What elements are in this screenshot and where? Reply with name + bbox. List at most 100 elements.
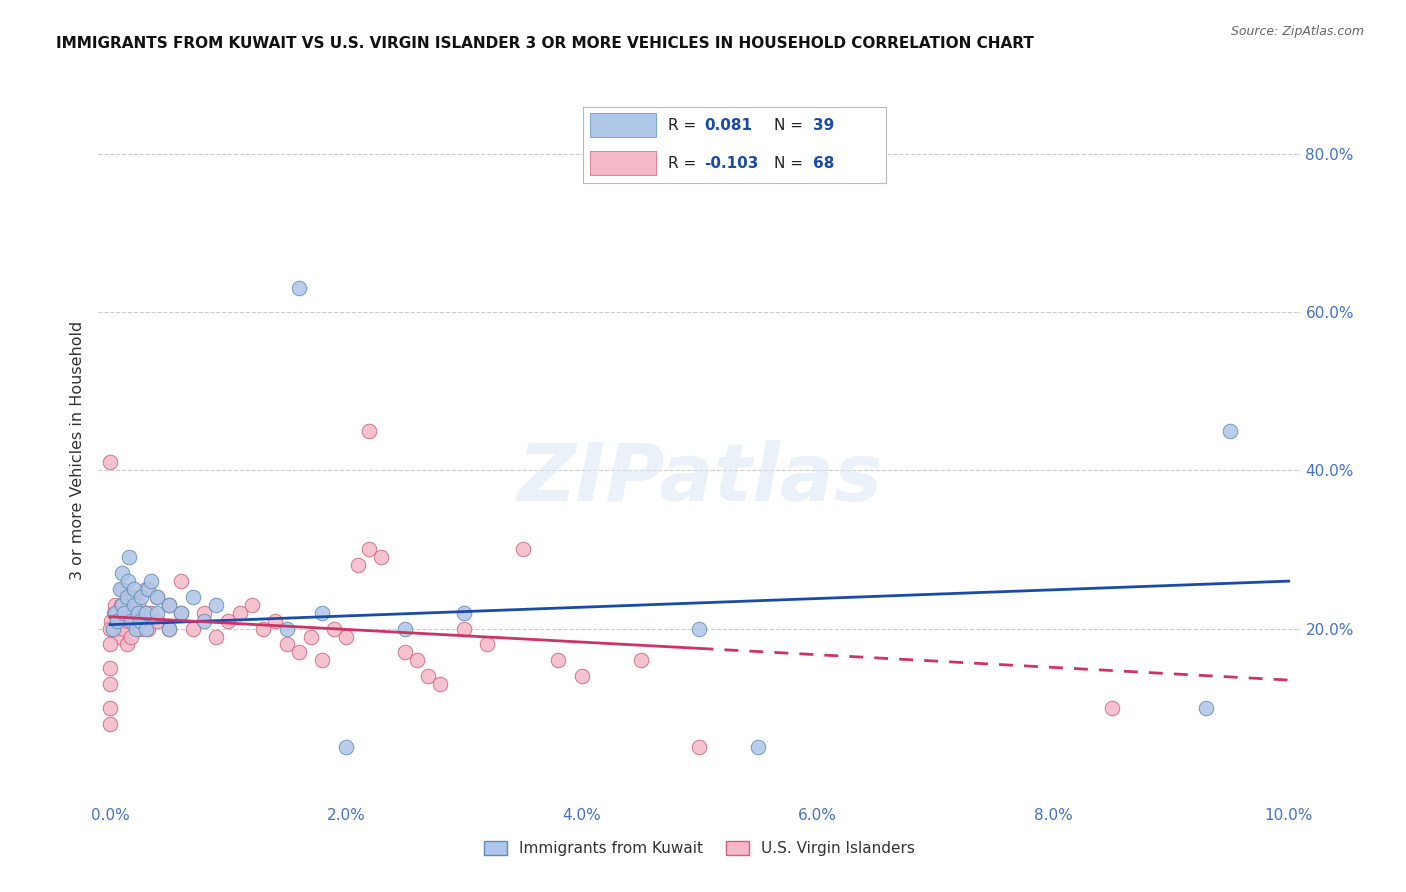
Point [512, 542, 534, 557]
Point [110, 598, 132, 612]
Point [122, 590, 145, 604]
Point [104, 598, 127, 612]
Text: R =: R = [668, 155, 702, 170]
Point [98, 700, 121, 714]
Point [1101, 700, 1123, 714]
Point [112, 622, 135, 636]
Text: Source: ZipAtlas.com: Source: ZipAtlas.com [1230, 25, 1364, 38]
Point [100, 614, 122, 628]
Point [115, 590, 138, 604]
Point [136, 622, 159, 636]
Point [107, 614, 129, 628]
Point [128, 622, 150, 636]
Point [115, 637, 138, 651]
Text: N =: N = [773, 155, 808, 170]
Point [105, 622, 128, 636]
Point [335, 630, 357, 644]
Point [193, 606, 215, 620]
Point [240, 598, 263, 612]
Point [229, 606, 252, 620]
Point [128, 606, 150, 620]
Point [477, 637, 499, 651]
Point [129, 590, 152, 604]
Point [394, 645, 416, 659]
Point [122, 598, 145, 612]
Point [125, 614, 148, 628]
Bar [589, 151, 657, 175]
Bar [589, 113, 657, 137]
Point [128, 598, 150, 612]
Point [141, 606, 163, 620]
Point [276, 622, 298, 636]
Point [117, 614, 139, 628]
Point [311, 606, 333, 620]
Point [118, 598, 141, 612]
Point [105, 614, 128, 628]
Text: 68: 68 [813, 155, 835, 170]
Point [1219, 424, 1241, 438]
Point [359, 542, 381, 557]
Point [122, 606, 145, 620]
Point [688, 622, 710, 636]
Point [571, 669, 593, 683]
Point [630, 653, 652, 667]
Point [252, 622, 274, 636]
Point [276, 637, 298, 651]
Point [146, 606, 169, 620]
Point [157, 622, 180, 636]
Point [453, 606, 475, 620]
Point [394, 622, 416, 636]
Point [135, 606, 157, 620]
Point [141, 574, 163, 588]
Point [547, 653, 569, 667]
Point [118, 550, 141, 565]
Point [120, 630, 142, 644]
Point [311, 653, 333, 667]
Point [98, 661, 121, 675]
Point [157, 598, 180, 612]
Point [146, 590, 169, 604]
Point [101, 622, 124, 636]
Text: 0.081: 0.081 [704, 118, 752, 133]
Point [335, 740, 357, 755]
Point [135, 582, 157, 596]
Point [157, 598, 180, 612]
Point [217, 614, 239, 628]
Point [125, 622, 148, 636]
Point [193, 614, 215, 628]
Point [112, 606, 135, 620]
Point [170, 574, 193, 588]
Point [120, 614, 142, 628]
Point [205, 598, 228, 612]
Point [111, 566, 134, 581]
Point [405, 653, 427, 667]
Point [111, 606, 134, 620]
Text: -0.103: -0.103 [704, 155, 759, 170]
Point [453, 622, 475, 636]
Text: ZIPatlas: ZIPatlas [517, 440, 882, 517]
Point [181, 590, 204, 604]
Point [128, 614, 150, 628]
Text: N =: N = [773, 118, 808, 133]
Point [104, 606, 127, 620]
Point [359, 424, 381, 438]
Point [323, 622, 346, 636]
Y-axis label: 3 or more Vehicles in Household: 3 or more Vehicles in Household [70, 321, 86, 580]
Point [157, 622, 180, 636]
Point [205, 630, 228, 644]
Text: R =: R = [668, 118, 702, 133]
Point [181, 622, 204, 636]
Text: 39: 39 [813, 118, 835, 133]
Point [170, 606, 193, 620]
Point [108, 630, 131, 644]
Point [429, 677, 451, 691]
Point [370, 550, 392, 565]
Point [170, 606, 193, 620]
Point [346, 558, 368, 573]
Point [418, 669, 440, 683]
Text: IMMIGRANTS FROM KUWAIT VS U.S. VIRGIN ISLANDER 3 OR MORE VEHICLES IN HOUSEHOLD C: IMMIGRANTS FROM KUWAIT VS U.S. VIRGIN IS… [56, 36, 1035, 51]
Point [108, 582, 131, 596]
Point [688, 740, 710, 755]
Point [98, 637, 121, 651]
Point [287, 281, 309, 295]
